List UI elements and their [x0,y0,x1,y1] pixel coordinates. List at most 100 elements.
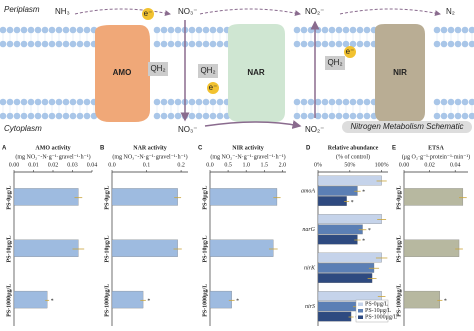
lipid [216,112,224,120]
lipid [27,112,35,120]
x-tick-label: 0.00 [399,162,410,168]
lipid [27,26,35,34]
lipid [167,98,175,106]
charts: A AMO activity (mg NO₂⁻-N·g⁻¹·gravel⁻¹·h⁻¹… [2,145,470,326]
electron [207,82,219,94]
lipid [209,112,217,120]
lipid [454,26,462,34]
quinone-box [148,62,168,76]
lipid [174,98,182,106]
lipid [34,112,42,120]
lipid [461,26,469,34]
lipid [209,98,217,106]
x-tick-label: 2.0 [279,162,287,168]
lipid [342,98,350,106]
y-tick-label: narG [302,227,315,233]
x-tick-label: 0.01 [28,162,39,168]
lipid [167,26,175,34]
lipid [216,98,224,106]
legend-swatch [358,309,363,313]
arrow [74,8,171,16]
lipid [356,98,364,106]
significance: * [362,190,365,196]
lipid [328,112,336,120]
species-label: NO₂⁻ [305,7,324,16]
lipid [0,40,7,48]
lipid [55,40,63,48]
electron-label: e⁻ [144,9,153,18]
lipid [356,40,364,48]
significance: * [444,299,447,305]
lipid [41,98,49,106]
nir-protein [375,24,425,122]
x-tick-label: 0.04 [87,162,98,168]
lipid [20,112,28,120]
lipid [83,40,91,48]
y-tick-label: PS-1000μg/L [6,284,12,317]
lipid [153,112,161,120]
lipid [300,98,308,106]
arrow [199,8,301,16]
lipid [188,98,196,106]
lipid [174,40,182,48]
y-tick-label: PS-10μg/L [6,235,12,262]
lipid [195,40,203,48]
significance: * [236,299,239,305]
lipid [342,26,350,34]
cytoplasm-label: Cytoplasm [4,124,42,133]
axis-unit: (mg NO₂⁻-N·g⁻¹·gravel⁻¹·h⁻¹) [210,153,285,160]
lipid [62,98,70,106]
lipid [202,26,210,34]
bar [13,290,48,309]
lipid [216,40,224,48]
lipid [293,112,301,120]
significance: * [147,299,150,305]
axis-unit: (mg NO₂⁻-N·g⁻¹·gravel⁻¹·h⁻¹) [15,153,90,160]
lipid [209,26,217,34]
y-tick-label: PS-0μg/L [202,186,208,210]
lipid [349,112,357,120]
lipid [349,40,357,48]
lipid [356,26,364,34]
lipid [314,112,322,120]
legend-label: PS-10μg/L [365,308,392,314]
lipid [293,98,301,106]
lipid [6,98,14,106]
x-tick-label: 0.04 [450,162,461,168]
electron-label: e⁻ [209,83,218,92]
lipid [195,98,203,106]
lipid [202,98,210,106]
arrow [339,8,441,16]
lipid [167,112,175,120]
x-tick-label: 50% [344,162,355,168]
lipid [188,40,196,48]
lipid [13,26,21,34]
lipid [83,26,91,34]
bar [317,185,358,196]
lipid [447,98,455,106]
lipid [0,26,7,34]
species-label: N₂ [446,7,455,16]
lipid [321,40,329,48]
lipid [447,112,455,120]
lipid [363,98,371,106]
x-tick-label: 0.5 [224,162,232,168]
lipid [27,98,35,106]
lipid [440,112,448,120]
lipid [34,26,42,34]
y-tick-label: PS-0μg/L [6,186,12,210]
x-tick-label: 0.00 [9,162,20,168]
legend-box [355,299,389,323]
lipid [6,112,14,120]
lipid [321,112,329,120]
lipid [55,26,63,34]
lipid [76,112,84,120]
lipid [363,40,371,48]
axis-unit: (% of control) [336,153,370,160]
x-tick-label: 0.1 [143,162,151,168]
bar [317,252,382,263]
x-tick-label: 0.0 [108,162,116,168]
lipid [321,26,329,34]
lipid [461,98,469,106]
electron [142,8,154,20]
